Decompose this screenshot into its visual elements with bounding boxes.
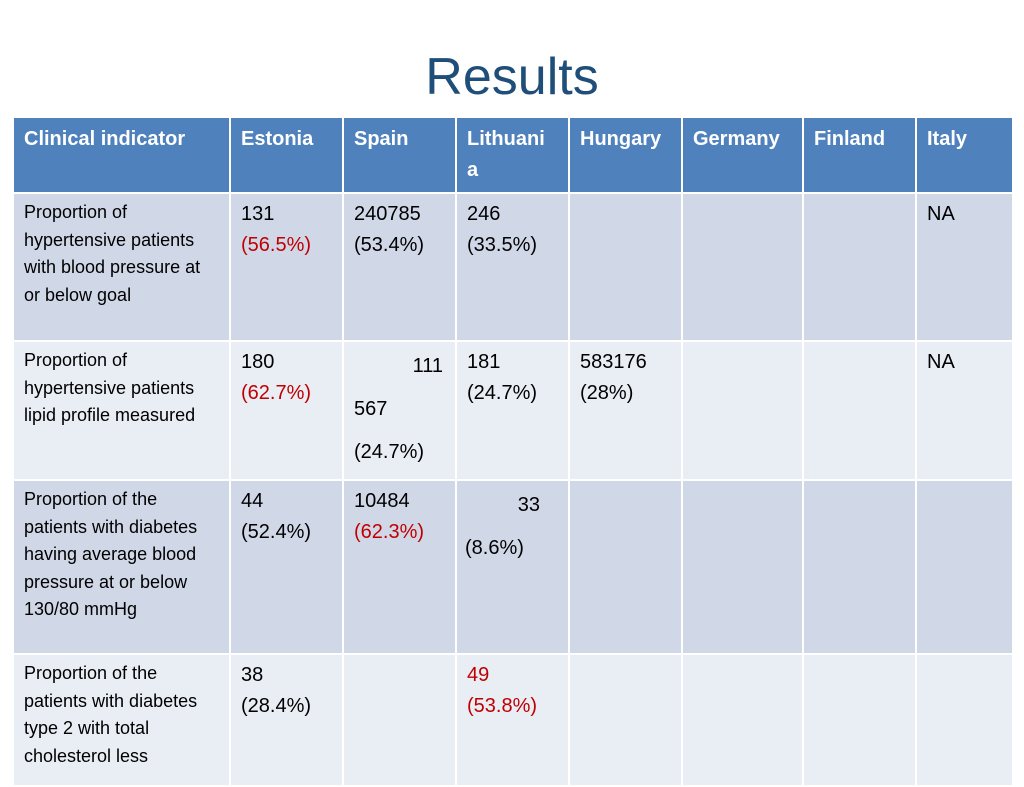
value-count: 131 [241, 203, 275, 225]
estonia-cell: 38 (28.4%) [229, 653, 344, 787]
lithuania-cell: 33 (8.6%) [455, 479, 570, 655]
indicator-cell: Proportion of the patients with diabetes… [12, 479, 231, 655]
header-spain: Spain [342, 116, 457, 194]
spain-cell: 240785 (53.4%) [342, 192, 457, 342]
header-lithuania: Lithuani a [455, 116, 570, 194]
germany-cell [681, 192, 804, 342]
value-count: 180 [241, 351, 275, 373]
value-percent: (24.7%) [467, 382, 538, 404]
value-percent: (24.7%) [354, 441, 425, 463]
value-percent: (52.4%) [241, 521, 312, 543]
value-percent: (28.4%) [241, 695, 312, 717]
spain-cell: 10484 (62.3%) [342, 479, 457, 655]
indicator-cell: Proportion of hypertensive patients lipi… [12, 340, 231, 481]
italy-cell: NA [915, 340, 1014, 481]
value-percent: (62.3%) [354, 521, 425, 543]
header-clinical-indicator: Clinical indicator [12, 116, 231, 194]
table-row: Proportion of the patients with diabetes… [12, 653, 1014, 787]
header-lithuania-text: Lithuani a [467, 128, 545, 181]
value-count: 240785 [354, 203, 421, 225]
header-italy: Italy [915, 116, 1014, 194]
germany-cell [681, 340, 804, 481]
header-hungary: Hungary [568, 116, 683, 194]
spain-cell [342, 653, 457, 787]
hungary-cell [568, 192, 683, 342]
value-percent: (53.8%) [467, 695, 538, 717]
italy-cell [915, 653, 1014, 787]
value-count: 10484 [354, 490, 410, 512]
value-count: 181 [467, 351, 501, 373]
finland-cell [802, 653, 917, 787]
value-percent: (28%) [580, 382, 634, 404]
table-row: Proportion of hypertensive patients lipi… [12, 340, 1014, 481]
germany-cell [681, 653, 804, 787]
lithuania-cell: 49 (53.8%) [455, 653, 570, 787]
estonia-cell: 180 (62.7%) [229, 340, 344, 481]
finland-cell [802, 340, 917, 481]
value-percent: (8.6%) [465, 537, 524, 559]
slide-title: Results [425, 48, 599, 106]
header-germany: Germany [681, 116, 804, 194]
spain-cell: 111 567 (24.7%) [342, 340, 457, 481]
finland-cell [802, 192, 917, 342]
value-percent: (53.4%) [354, 234, 425, 256]
table-header-row: Clinical indicator Estonia Spain Lithuan… [12, 116, 1014, 194]
hungary-cell: 583176 (28%) [568, 340, 683, 481]
value-count: 44 [241, 490, 264, 512]
value-count: 246 [467, 203, 501, 225]
estonia-cell: 131 (56.5%) [229, 192, 344, 342]
lithuania-cell: 181 (24.7%) [455, 340, 570, 481]
value-count: 38 [241, 664, 264, 686]
hungary-cell [568, 653, 683, 787]
table-row: Proportion of the patients with diabetes… [12, 479, 1014, 655]
finland-cell [802, 479, 917, 655]
results-table: Clinical indicator Estonia Spain Lithuan… [12, 116, 1014, 787]
header-finland: Finland [802, 116, 917, 194]
header-estonia: Estonia [229, 116, 344, 194]
indicator-cell: Proportion of the patients with diabetes… [12, 653, 231, 787]
value-percent: (62.7%) [241, 382, 312, 404]
value-percent: (56.5%) [241, 234, 312, 256]
value-percent: (33.5%) [467, 234, 538, 256]
value-count: 49 [467, 664, 490, 686]
italy-cell [915, 479, 1014, 655]
value-count: 583176 [580, 351, 647, 373]
estonia-cell: 44 (52.4%) [229, 479, 344, 655]
value-count-part-2: 567 [354, 398, 388, 420]
germany-cell [681, 479, 804, 655]
value-count: 33 [517, 494, 540, 516]
hungary-cell [568, 479, 683, 655]
italy-cell: NA [915, 192, 1014, 342]
value-count-part-1: 111 [412, 355, 443, 377]
table-row: Proportion of hypertensive patients with… [12, 192, 1014, 342]
lithuania-cell: 246 (33.5%) [455, 192, 570, 342]
indicator-cell: Proportion of hypertensive patients with… [12, 192, 231, 342]
